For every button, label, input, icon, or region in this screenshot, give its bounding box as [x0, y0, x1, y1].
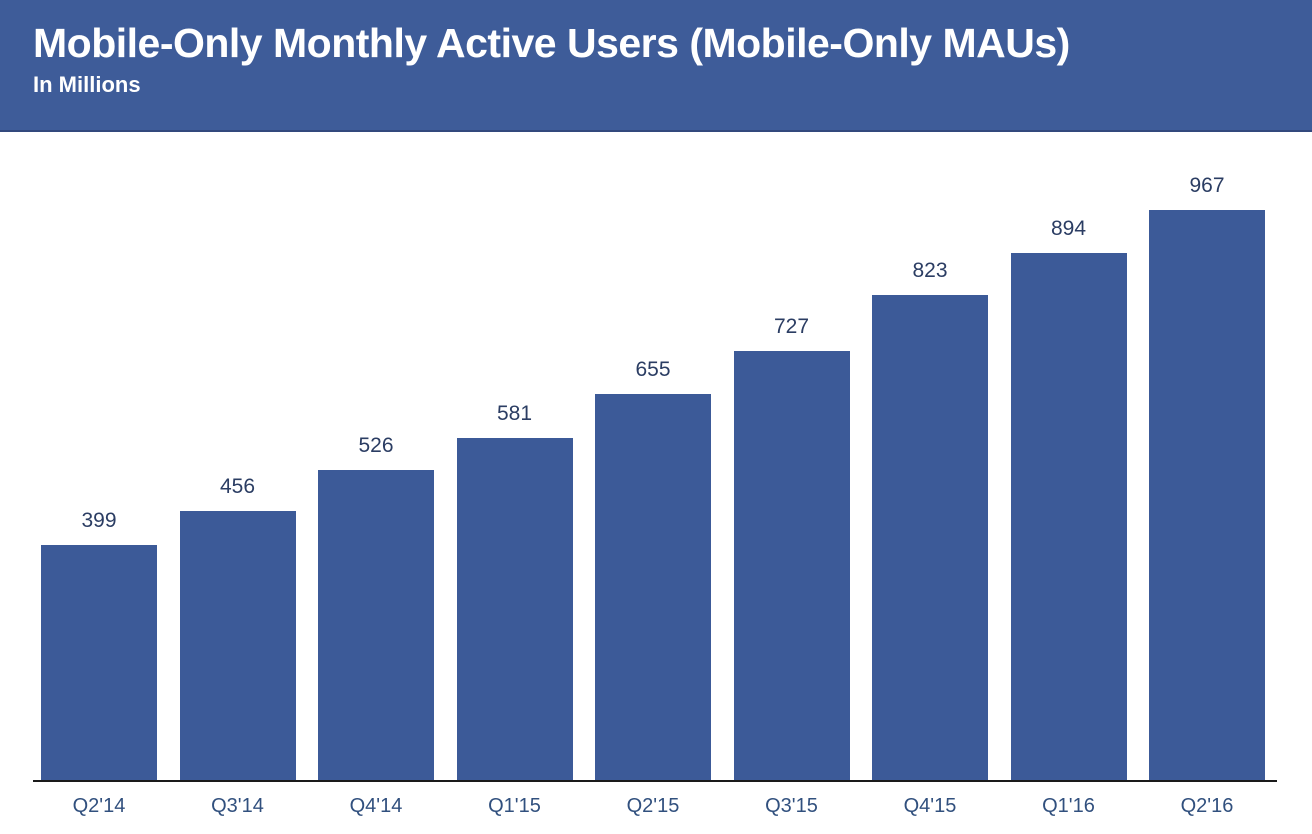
plot-area: 399 456 526 581 655 727 823 894 967	[41, 174, 1265, 780]
bar	[1010, 253, 1127, 780]
bar-chart: 399 456 526 581 655 727 823 894 967 Q2'14 Q3'14 Q4…	[0, 132, 1312, 834]
bar-value-label: 894	[1050, 217, 1087, 240]
bar-value-label: 456	[219, 475, 256, 498]
x-tick-label: Q2'14	[72, 795, 126, 817]
x-tick-label: Q2'16	[1180, 795, 1234, 817]
x-tick-label: Q4'15	[903, 795, 957, 817]
chart-subtitle: In Millions	[33, 72, 141, 98]
x-tick-label: Q1'16	[1042, 795, 1095, 817]
x-tick-label: Q3'15	[765, 795, 818, 817]
chart-title: Mobile-Only Monthly Active Users (Mobile…	[33, 20, 1070, 66]
x-tick-label: Q2'15	[626, 795, 680, 817]
x-axis-line	[33, 780, 1277, 782]
bar	[733, 351, 850, 780]
bar-value-label: 655	[635, 358, 671, 381]
bar	[318, 470, 434, 780]
bar-column: 456	[179, 475, 296, 780]
x-tick-label: Q3'14	[211, 795, 264, 817]
bar-value-label: 399	[81, 509, 117, 532]
header-banner: Mobile-Only Monthly Active Users (Mobile…	[0, 0, 1312, 132]
bar-column: 655	[595, 358, 711, 780]
bar-column: 581	[456, 402, 573, 780]
bar-column: 526	[318, 434, 434, 780]
bar	[456, 438, 573, 780]
bar	[595, 394, 711, 780]
bar	[179, 511, 296, 780]
bar-value-label: 823	[912, 259, 948, 282]
bar-column: 823	[872, 259, 988, 780]
bar	[41, 545, 157, 780]
x-axis-labels: Q2'14 Q3'14 Q4'14 Q1'15 Q2'15 Q3'15 Q4'15 Q1'16…	[41, 793, 1265, 819]
bar-value-label: 581	[496, 402, 533, 425]
bar-column: 894	[1010, 217, 1127, 780]
bar	[1149, 210, 1265, 780]
x-tick-label: Q4'14	[349, 795, 403, 817]
bar-value-label: 727	[773, 315, 810, 338]
bar-column: 967	[1149, 174, 1265, 780]
x-tick-label: Q1'15	[488, 795, 541, 817]
bar-value-label: 967	[1189, 174, 1225, 197]
bar-column: 399	[41, 509, 157, 780]
bar	[872, 295, 988, 780]
bar-column: 727	[733, 315, 850, 780]
bar-value-label: 526	[358, 434, 394, 457]
